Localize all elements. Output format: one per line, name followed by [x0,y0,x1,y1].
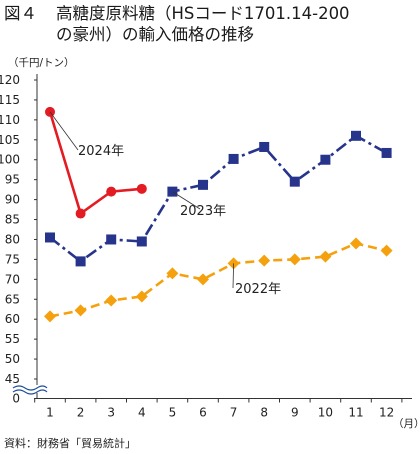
y-tick-label: 90 [5,193,20,207]
data-point [289,176,300,187]
x-tick-label: 3 [107,406,115,420]
y-tick-label: 120 [0,73,20,87]
x-tick-label: 8 [260,406,268,420]
data-point [75,208,86,219]
y-tick-label: 50 [5,352,20,366]
axis-break-mark [12,389,48,395]
data-point [166,267,179,280]
series-label: 2022年 [235,282,281,297]
x-tick-label: 11 [348,406,363,420]
y-tick-label: 80 [5,232,20,246]
y-tick-label: 70 [5,272,20,286]
x-unit-label: （月） [393,418,420,430]
x-tick-label: 6 [199,406,207,420]
data-point [288,253,301,266]
x-tick-label: 7 [230,406,238,420]
data-point [45,232,55,243]
source-note: 資料：財務省「貿易統計」 [4,437,136,450]
series-callouts: 2024年 2023年 2022年 [49,111,281,297]
series-line [49,134,388,263]
x-ticks: 1 2 3 4 5 6 7 8 9 10 11 12 [34,398,403,420]
data-point [197,273,209,286]
y-tick-label: 105 [0,133,20,147]
x-tick-label: 2 [77,406,85,420]
series-lines [48,111,388,318]
x-tick-label: 4 [138,406,146,420]
data-point [106,186,117,197]
y-tick-label: 95 [5,173,20,187]
title-line-1: 高糖度原料糖（HSコード1701.14-200 [56,4,350,23]
data-point [350,237,362,250]
data-point [106,234,117,245]
y-unit-label: （千円/トン） [8,57,75,69]
data-point [381,147,392,158]
x-tick-label: 9 [291,406,299,420]
y-tick-label: 65 [5,292,20,306]
y-tick-label: 100 [0,153,20,167]
series-label: 2023年 [180,204,226,219]
x-tick-label: 1 [46,406,54,420]
data-point [228,153,239,164]
series-label: 2024年 [78,144,124,159]
data-point [198,179,208,190]
y-tick-label: 110 [0,113,20,127]
y-tick-label: 45 [5,372,20,386]
x-tick-label: 12 [379,406,394,420]
data-point [259,141,270,152]
axes [11,74,412,399]
callout-leader [172,191,201,210]
data-point [135,290,148,303]
title-line-2: の豪州）の輸入価格の推移 [56,25,254,44]
data-point [319,250,332,263]
y-tick-label: 115 [0,93,20,107]
axis-break-mark [12,385,48,391]
callout-leader [49,111,79,151]
data-point [74,304,87,317]
series-line [48,111,142,215]
y-tick-label: 0 [12,392,20,406]
data-point [258,254,271,267]
series-line [49,242,387,318]
x-tick-label: 10 [318,406,333,420]
data-point [136,236,147,247]
figure-label: 図４ [4,4,37,23]
figure-title: 図４ 高糖度原料糖（HSコード1701.14-200 の豪州）の輸入価格の推移 [4,3,416,45]
data-point [105,294,118,307]
data-point [75,256,86,267]
y-ticks: 0 45 50 55 60 65 70 75 80 85 90 95 100 105 110 115 120 [0,73,37,406]
y-tick-label: 75 [5,252,20,266]
y-tick-label: 60 [5,312,20,326]
data-point [351,130,361,141]
callout-leader [232,263,234,289]
data-point [136,183,147,194]
x-tick-label: 5 [169,406,177,420]
data-point [380,244,393,257]
data-point [320,154,331,165]
data-point [44,310,56,323]
y-tick-label: 55 [5,332,20,346]
y-tick-label: 85 [5,213,20,227]
